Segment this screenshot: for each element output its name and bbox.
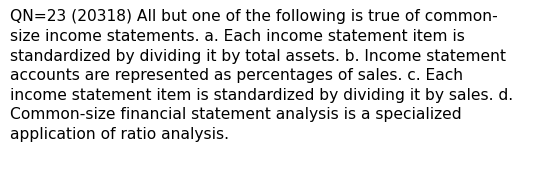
Text: QN=23 (20318) All but one of the following is true of common-
size income statem: QN=23 (20318) All but one of the followi… [10,9,513,142]
